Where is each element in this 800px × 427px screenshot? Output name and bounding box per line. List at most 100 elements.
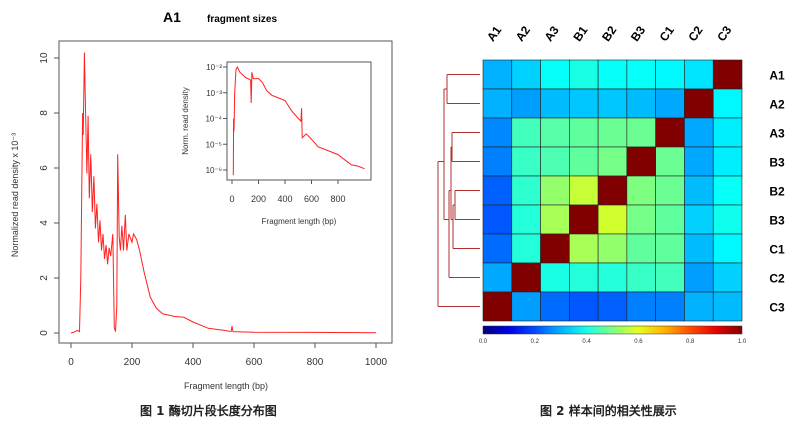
- heatmap-cell: [655, 175, 685, 206]
- row-label: A3: [769, 127, 785, 141]
- heatmap-cell: [597, 233, 628, 264]
- heatmap-cell: [655, 262, 685, 293]
- inset-x-tick-label: 0: [229, 194, 234, 204]
- inset-y-tick-label: 10⁻²: [206, 63, 222, 72]
- heatmap-cell: [482, 233, 513, 264]
- y-tick-label: 6: [39, 165, 50, 171]
- heatmap-cell: [684, 117, 714, 148]
- inset-y-tick-label: 10⁻⁴: [205, 115, 222, 124]
- heatmap-cell: [482, 88, 513, 119]
- column-label: A2: [513, 23, 533, 44]
- heatmap-cell: [511, 291, 541, 322]
- inset-x-tick-label: 800: [330, 194, 345, 204]
- inset-x-axis-label: Fragment length (bp): [262, 217, 337, 226]
- chart-title: A1: [163, 9, 181, 25]
- heatmap-cell: [684, 204, 714, 235]
- plot-frame: [58, 40, 393, 344]
- row-label: A2: [769, 98, 785, 112]
- heatmap-cell: [482, 291, 513, 322]
- x-tick-label: 0: [68, 357, 74, 368]
- heatmap-cell: [540, 291, 570, 322]
- inset-x-tick-label: 400: [277, 194, 292, 204]
- colorbar-tick-label: 0.0: [479, 339, 488, 345]
- heatmap-cell: [712, 233, 743, 264]
- series-line: [70, 52, 377, 334]
- heatmap-cell: [540, 117, 570, 148]
- heatmap-cell: [655, 59, 685, 90]
- heatmap-cell: [569, 88, 599, 119]
- heatmap-cell: [597, 175, 628, 206]
- heatmap-cell: [511, 59, 541, 90]
- heatmap-cell: [626, 88, 656, 119]
- colorbar-tick-label: 1.0: [738, 339, 747, 345]
- heatmap-cell: [540, 59, 570, 90]
- figure1-caption: 图 1 酶切片段长度分布图: [140, 404, 277, 418]
- heatmap-cell: [540, 146, 570, 177]
- heatmap-cell: [712, 291, 743, 322]
- heatmap-cell: [540, 204, 570, 235]
- colorbar-tick-label: 0.2: [531, 339, 540, 345]
- heatmap-cell: [684, 233, 714, 264]
- heatmap-cell: [712, 117, 743, 148]
- heatmap-cell: [569, 59, 599, 90]
- heatmap-cell: [712, 204, 743, 235]
- heatmap-cell: [684, 59, 714, 90]
- heatmap-cell: [655, 117, 685, 148]
- column-label: C3: [714, 23, 734, 44]
- heatmap-cell: [626, 262, 656, 293]
- heatmap-cell: [655, 233, 685, 264]
- row-label: A1: [769, 69, 785, 83]
- heatmap-cell: [655, 88, 685, 119]
- heatmap-cell: [482, 262, 513, 293]
- heatmap-cell: [511, 262, 541, 293]
- inset-y-tick-label: 10⁻⁵: [206, 140, 222, 149]
- heatmap-cell: [655, 204, 685, 235]
- column-label: A3: [542, 23, 562, 44]
- inset-frame: [226, 61, 372, 181]
- heatmap-cell: [597, 262, 628, 293]
- heatmap-cell: [540, 233, 570, 264]
- x-axis-label: Fragment length (bp): [184, 381, 268, 391]
- heatmap-cell: [569, 262, 599, 293]
- y-tick-label: 8: [39, 110, 50, 116]
- inset-series-line: [232, 65, 365, 176]
- heatmap-cell: [626, 175, 656, 206]
- heatmap-cell: [482, 175, 513, 206]
- heatmap-cell: [597, 291, 628, 322]
- y-tick-label: 0: [39, 330, 50, 336]
- heatmap-cell: [712, 146, 743, 177]
- heatmap-cell: [482, 59, 513, 90]
- heatmap-cell: [482, 204, 513, 235]
- figure2-caption: 图 2 样本间的相关性展示: [540, 404, 677, 418]
- row-label: B3: [769, 156, 785, 170]
- colorbar-tick-label: 0.6: [634, 339, 643, 345]
- x-tick-label: 600: [246, 357, 263, 368]
- row-label: C2: [769, 272, 785, 286]
- x-tick-label: 800: [307, 357, 324, 368]
- inset-x-tick-label: 600: [304, 194, 319, 204]
- heatmap-cell: [626, 59, 656, 90]
- heatmap-cell: [597, 59, 628, 90]
- heatmap-cell: [569, 291, 599, 322]
- heatmap-cell: [569, 117, 599, 148]
- colorbar: [482, 325, 743, 335]
- heatmap-cell: [712, 262, 743, 293]
- heatmap-cell: [511, 88, 541, 119]
- y-tick-label: 10: [39, 52, 50, 64]
- x-tick-label: 200: [124, 357, 141, 368]
- heatmap-cell: [569, 146, 599, 177]
- column-label: C2: [685, 23, 705, 44]
- y-tick-label: 4: [39, 220, 50, 226]
- column-label: C1: [657, 23, 677, 44]
- heatmap-cell: [511, 233, 541, 264]
- row-label: B3: [769, 214, 785, 228]
- row-label: C3: [769, 301, 785, 315]
- inset-y-axis-label: Norm. read density: [181, 87, 190, 155]
- heatmap-cell: [712, 88, 743, 119]
- heatmap-cell: [655, 291, 685, 322]
- heatmap-cell: [626, 233, 656, 264]
- colorbar-tick-label: 0.8: [686, 339, 695, 345]
- y-tick-label: 2: [39, 275, 50, 281]
- column-label: B2: [599, 23, 619, 44]
